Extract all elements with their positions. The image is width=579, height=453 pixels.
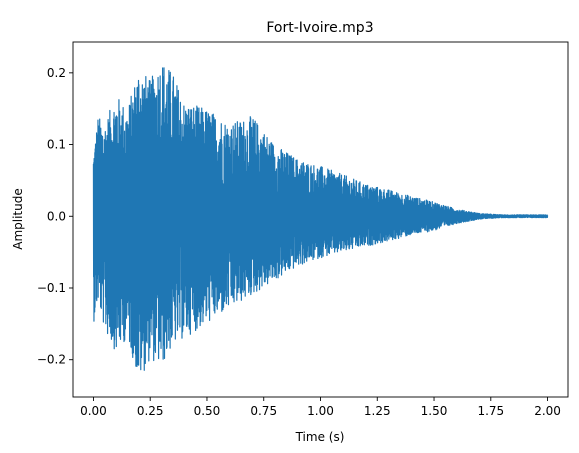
y-tick-label: 0.1 [47,138,66,152]
x-tick-label: 1.50 [421,404,448,418]
y-tick-label: −0.1 [37,281,66,295]
y-tick-label: −0.2 [37,353,66,367]
x-axis: 0.00 0.25 0.50 0.75 1.00 1.25 1.50 1.75 2.00 [80,397,561,418]
chart-title: Fort-Ivoire.mp3 [266,20,373,36]
plot-area [72,41,569,398]
x-tick-label: 1.25 [364,404,391,418]
x-tick-label: 2.00 [534,404,561,418]
x-tick-label: 1.00 [307,404,334,418]
waveform-line [92,67,549,371]
y-tick-label: 0.0 [47,209,66,223]
x-tick-label: 1.75 [477,404,504,418]
y-axis-label: Amplitude [11,188,25,250]
y-axis: −0.2 −0.1 0.0 0.1 0.2 [37,66,73,367]
y-tick-label: 0.2 [47,66,66,80]
x-axis-label: Time (s) [295,430,345,444]
x-tick-label: 0.00 [80,404,107,418]
x-tick-label: 0.50 [194,404,221,418]
x-tick-label: 0.75 [250,404,277,418]
x-tick-label: 0.25 [137,404,164,418]
